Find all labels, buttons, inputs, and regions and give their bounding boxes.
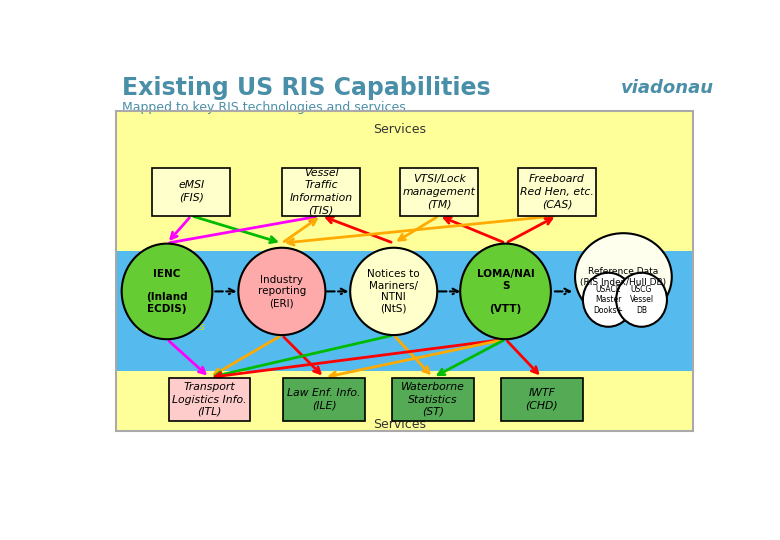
Text: Services: Services: [374, 123, 426, 136]
Bar: [115, 111, 693, 431]
Text: IENC

(Inland
ECDIS): IENC (Inland ECDIS): [146, 269, 188, 314]
FancyBboxPatch shape: [152, 168, 231, 215]
FancyBboxPatch shape: [283, 377, 365, 421]
FancyBboxPatch shape: [399, 168, 478, 215]
Text: Services: Services: [374, 418, 426, 431]
Text: Existing US RIS Capabilities: Existing US RIS Capabilities: [122, 76, 491, 100]
Text: Transport
Logistics Info.
(ITL): Transport Logistics Info. (ITL): [172, 382, 246, 417]
FancyBboxPatch shape: [518, 168, 596, 215]
Text: viadonau: viadonau: [620, 79, 714, 97]
Text: eMSI
(FIS): eMSI (FIS): [178, 180, 204, 203]
Text: Law Enf. Info.
(ILE): Law Enf. Info. (ILE): [288, 388, 361, 411]
FancyBboxPatch shape: [168, 377, 250, 421]
Text: USCG
Vessel
DB: USCG Vessel DB: [629, 285, 654, 315]
Ellipse shape: [122, 244, 212, 339]
Text: Vessel
Traffic
Information
(TIS): Vessel Traffic Information (TIS): [289, 168, 353, 215]
Bar: [115, 372, 693, 431]
Text: Technologies: Technologies: [134, 322, 206, 332]
FancyBboxPatch shape: [282, 168, 360, 215]
FancyBboxPatch shape: [501, 377, 583, 421]
Ellipse shape: [583, 273, 633, 327]
Bar: [115, 252, 693, 372]
Text: Freeboard
Red Hen, etc.
(CAS): Freeboard Red Hen, etc. (CAS): [520, 174, 594, 209]
Text: IWTF
(CHD): IWTF (CHD): [526, 388, 558, 411]
Text: Mapped to key RIS technologies and services: Mapped to key RIS technologies and servi…: [122, 101, 406, 114]
FancyBboxPatch shape: [392, 377, 473, 421]
Ellipse shape: [460, 244, 551, 339]
Ellipse shape: [239, 248, 325, 335]
Text: Reference Data
(RIS Index/Hull DB): Reference Data (RIS Index/Hull DB): [580, 267, 666, 287]
Ellipse shape: [350, 248, 438, 335]
Text: USACE
Master
Dooks+: USACE Master Dooks+: [594, 285, 623, 315]
Text: Waterborne
Statistics
(ST): Waterborne Statistics (ST): [401, 382, 465, 417]
Text: Notices to
Mariners/
NTNI
(NtS): Notices to Mariners/ NTNI (NtS): [367, 269, 420, 314]
Ellipse shape: [616, 273, 667, 327]
Bar: [115, 111, 693, 252]
Ellipse shape: [575, 233, 672, 321]
Text: VTSI/Lock
management
(TM): VTSI/Lock management (TM): [402, 174, 476, 209]
Text: Industry
reporting
(ERI): Industry reporting (ERI): [257, 275, 306, 308]
Text: LOMA/NAI
S

(VTT): LOMA/NAI S (VTT): [477, 269, 534, 314]
